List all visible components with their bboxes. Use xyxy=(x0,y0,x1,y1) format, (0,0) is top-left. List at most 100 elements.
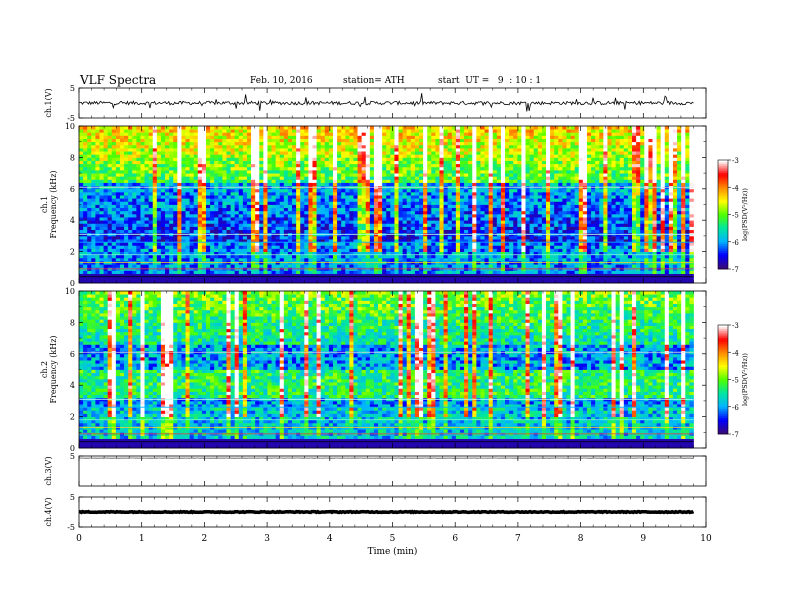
ch1-spec-cell xyxy=(324,270,330,274)
ch1-spec-cell xyxy=(234,226,240,231)
ch1-spec-cell xyxy=(529,245,535,249)
ch1-spec-cell xyxy=(205,179,211,183)
ch1-spec-cell xyxy=(156,257,162,262)
ch1-spec-cell xyxy=(107,251,113,256)
ch1-spec-cell xyxy=(214,242,219,246)
ch1-spec-cell xyxy=(349,251,354,256)
ch1-spec-cell xyxy=(406,251,412,256)
ch1-spec-cell xyxy=(468,207,473,212)
ch1-spec-cell xyxy=(201,207,207,212)
ch1-spec-cell xyxy=(259,195,264,199)
ch1-spec-cell xyxy=(636,235,641,240)
ch1-spec-cell xyxy=(558,276,563,281)
ch1-spec-cell xyxy=(214,182,219,187)
ch1-spec-cell xyxy=(607,226,612,231)
ch1-spec-cell xyxy=(156,204,162,209)
ch1-spec-cell xyxy=(599,220,604,224)
ch1-spec-cell xyxy=(406,191,412,196)
ch1-spec-cell xyxy=(156,276,162,281)
ch1-spec-cell xyxy=(132,223,137,227)
ch1-spec-cell xyxy=(128,273,133,278)
ch1-spec-cell xyxy=(439,195,444,199)
ch1-spec-cell xyxy=(259,279,264,284)
ch1-spec-cell xyxy=(132,198,137,202)
ch1-spec-cell xyxy=(558,220,563,224)
ch1-spec-cell xyxy=(107,204,113,209)
ch1-spec-cell xyxy=(115,257,121,262)
ch1-spec-cell xyxy=(234,276,240,281)
ch1-spec-cell xyxy=(586,254,592,259)
ch1-spec-cell xyxy=(365,191,371,196)
ch1-spec-cell xyxy=(79,198,84,202)
ch1-spec-cell xyxy=(537,254,543,259)
ch1-spec-cell xyxy=(427,191,432,196)
ch1-spec-cell xyxy=(263,273,268,278)
ch1-spec-cell xyxy=(406,182,412,187)
ch1-spec-cell xyxy=(459,201,465,205)
ch1-spec-cell xyxy=(652,245,657,249)
ch1-spec-cell xyxy=(136,201,141,205)
ch1-spec-cell xyxy=(267,242,272,246)
ch1-spec-cell xyxy=(459,254,465,259)
ch1-spec-cell xyxy=(238,245,244,249)
ch1-spec-cell xyxy=(177,257,182,262)
ch1-spec-cell xyxy=(234,251,240,256)
ch1-spec-cell xyxy=(632,264,637,268)
ch1-spec-cell xyxy=(263,204,268,209)
ch1-spec-cell xyxy=(455,207,461,212)
ch1-spec-cell xyxy=(582,201,588,205)
ch1-spec-cell xyxy=(431,270,436,274)
ch1-spec-cell xyxy=(623,201,629,205)
ch1-spec-cell xyxy=(619,223,625,227)
ch1-spec-cell xyxy=(529,198,535,202)
ch1-spec-cell xyxy=(496,220,502,224)
ch1-spec-cell xyxy=(488,239,494,243)
ch1-spec-cell xyxy=(361,182,367,187)
ch1-spec-cell xyxy=(144,213,150,218)
ch1-spec-cell xyxy=(119,229,125,234)
ch1-spec-cell xyxy=(287,195,293,199)
ch1-spec-cell xyxy=(181,191,186,196)
ch1-spec-cell xyxy=(300,235,305,240)
ch1-spec-cell xyxy=(251,229,256,234)
ch1-spec-cell xyxy=(337,264,342,268)
ch1-spec-cell xyxy=(410,270,416,274)
ch1-spec-cell xyxy=(562,276,567,281)
ch1-spec-cell xyxy=(365,257,371,262)
ch1-spec-cell xyxy=(541,270,547,274)
ch1-spec-cell xyxy=(660,217,666,221)
ch1-spec-cell xyxy=(480,251,485,256)
ch1-spec-cell xyxy=(292,279,297,284)
ch1-spec-cell xyxy=(619,204,625,209)
ch1-spec-cell xyxy=(566,229,571,234)
ch1-spec-cell xyxy=(414,213,420,218)
ch1-spec-cell xyxy=(324,195,330,199)
ch1-spec-cell xyxy=(521,276,526,281)
ch1-spec-cell xyxy=(144,270,150,274)
ch1-spec-cell xyxy=(521,235,526,240)
ch1-spec-cell xyxy=(128,276,133,281)
ch1-spec-cell xyxy=(83,198,88,202)
ch1-spec-cell xyxy=(357,179,363,183)
ch1-spec-cell xyxy=(181,198,186,202)
ch1-spec-cell xyxy=(181,257,186,262)
ch1-spec-cell xyxy=(283,217,289,221)
ch1-spec-cell xyxy=(586,207,592,212)
ch1-spec-cell xyxy=(185,235,191,240)
ch1-spec-cell xyxy=(447,264,453,268)
ch1-spec-cell xyxy=(230,276,236,281)
ch1-spec-cell xyxy=(214,204,219,209)
ch1-spec-cell xyxy=(83,226,88,231)
ch1-spec-cell xyxy=(681,239,686,243)
ch1-spec-cell xyxy=(226,251,231,256)
ch1-spec-cell xyxy=(242,235,248,240)
ch1-spec-cell xyxy=(505,235,510,240)
ch1-spec-cell xyxy=(427,201,432,205)
ch1-spec-cell xyxy=(324,223,330,227)
ch1-spec-cell xyxy=(99,188,104,193)
ch1-spec-cell xyxy=(205,198,211,202)
ch1-spec-cell xyxy=(87,195,92,199)
ch1-spec-cell xyxy=(570,226,576,231)
ch1-spec-cell xyxy=(111,204,117,209)
ch1-spec-cell xyxy=(611,226,617,231)
